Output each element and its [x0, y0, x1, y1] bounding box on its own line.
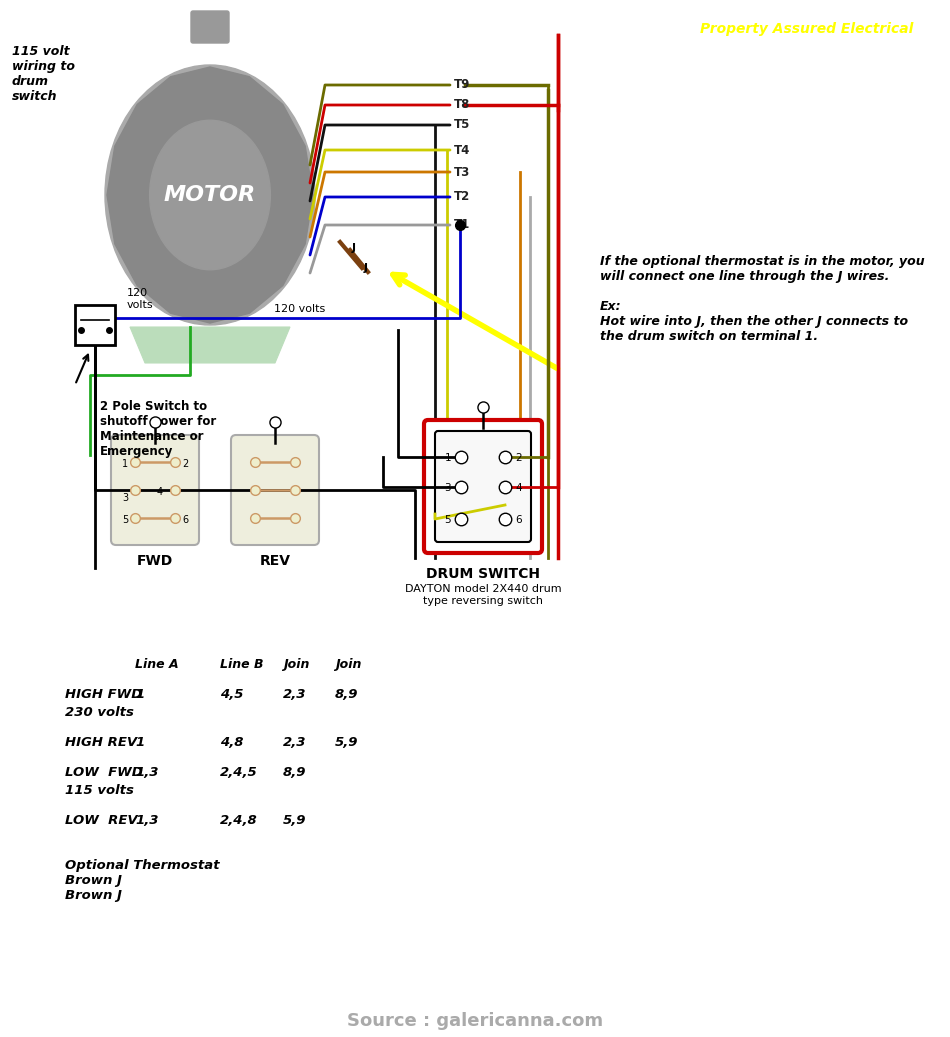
- Text: 2,3: 2,3: [283, 688, 307, 701]
- Text: Line A: Line A: [135, 658, 179, 671]
- Text: 4: 4: [515, 483, 522, 493]
- FancyBboxPatch shape: [191, 11, 229, 43]
- Text: Line B: Line B: [220, 658, 263, 671]
- Text: 120 volts: 120 volts: [275, 304, 326, 314]
- Text: DAYTON model 2X440 drum
type reversing switch: DAYTON model 2X440 drum type reversing s…: [405, 584, 561, 606]
- FancyBboxPatch shape: [231, 435, 319, 545]
- Polygon shape: [107, 67, 313, 323]
- Text: DRUM SWITCH: DRUM SWITCH: [426, 567, 540, 581]
- Text: T1: T1: [454, 219, 470, 231]
- Text: 1: 1: [122, 459, 128, 469]
- Text: J: J: [352, 243, 356, 253]
- Text: 5,9: 5,9: [283, 814, 307, 826]
- Text: LOW  FWD: LOW FWD: [65, 766, 142, 779]
- Text: 4,5: 4,5: [220, 688, 243, 701]
- Text: 2: 2: [181, 459, 188, 469]
- Text: 2,4,8: 2,4,8: [220, 814, 257, 826]
- Text: 4,8: 4,8: [220, 736, 243, 749]
- Text: 2 Pole Switch to
shutoff power for
Maintenance or
Emergency: 2 Pole Switch to shutoff power for Maint…: [100, 400, 217, 458]
- Text: HIGH REV: HIGH REV: [65, 736, 137, 749]
- Text: 5: 5: [122, 515, 128, 525]
- Text: 8,9: 8,9: [283, 766, 307, 779]
- Text: LOW  REV: LOW REV: [65, 814, 138, 826]
- Text: 2,3: 2,3: [283, 736, 307, 749]
- Text: T8: T8: [454, 99, 470, 112]
- Text: 5,9: 5,9: [335, 736, 358, 749]
- Text: T9: T9: [454, 79, 470, 91]
- Text: 1,3: 1,3: [135, 814, 159, 826]
- FancyBboxPatch shape: [424, 420, 542, 553]
- Text: 6: 6: [515, 515, 522, 525]
- Text: MOTOR: MOTOR: [164, 185, 256, 205]
- Text: 115 volt
wiring to
drum
switch: 115 volt wiring to drum switch: [12, 45, 75, 103]
- Text: T3: T3: [454, 166, 470, 178]
- Text: 5: 5: [445, 515, 451, 525]
- Text: T5: T5: [454, 118, 470, 132]
- Text: REV: REV: [259, 554, 291, 568]
- Text: 1,3: 1,3: [135, 766, 159, 779]
- Text: 8,9: 8,9: [335, 688, 358, 701]
- Text: 1: 1: [135, 688, 144, 701]
- Text: Source : galericanna.com: Source : galericanna.com: [347, 1012, 603, 1030]
- Polygon shape: [130, 327, 290, 363]
- FancyBboxPatch shape: [111, 435, 199, 545]
- Text: 3: 3: [122, 493, 128, 503]
- Text: Property Assured Electrical: Property Assured Electrical: [700, 22, 913, 36]
- Text: 115 volts: 115 volts: [65, 784, 134, 797]
- Ellipse shape: [150, 120, 271, 270]
- Text: Join: Join: [335, 658, 361, 671]
- Ellipse shape: [105, 65, 315, 325]
- Text: Optional Thermostat
Brown J
Brown J: Optional Thermostat Brown J Brown J: [65, 859, 219, 902]
- Text: 4: 4: [157, 487, 163, 497]
- Text: T2: T2: [454, 191, 470, 203]
- Text: 2: 2: [515, 453, 522, 463]
- Text: 2,4,5: 2,4,5: [220, 766, 257, 779]
- Bar: [75, 305, 115, 345]
- Text: 6: 6: [182, 515, 188, 525]
- Text: T4: T4: [454, 143, 470, 157]
- Text: Join: Join: [283, 658, 310, 671]
- Text: 230 volts: 230 volts: [65, 706, 134, 719]
- Text: J: J: [364, 263, 368, 273]
- Text: FWD: FWD: [137, 554, 173, 568]
- Text: 3: 3: [445, 483, 451, 493]
- FancyBboxPatch shape: [435, 431, 531, 542]
- Text: 1: 1: [135, 736, 144, 749]
- Text: 120
volts: 120 volts: [127, 288, 154, 310]
- Text: 1: 1: [445, 453, 451, 463]
- Text: HIGH FWD: HIGH FWD: [65, 688, 142, 701]
- Text: If the optional thermostat is in the motor, you
will connect one line through th: If the optional thermostat is in the mot…: [600, 255, 924, 343]
